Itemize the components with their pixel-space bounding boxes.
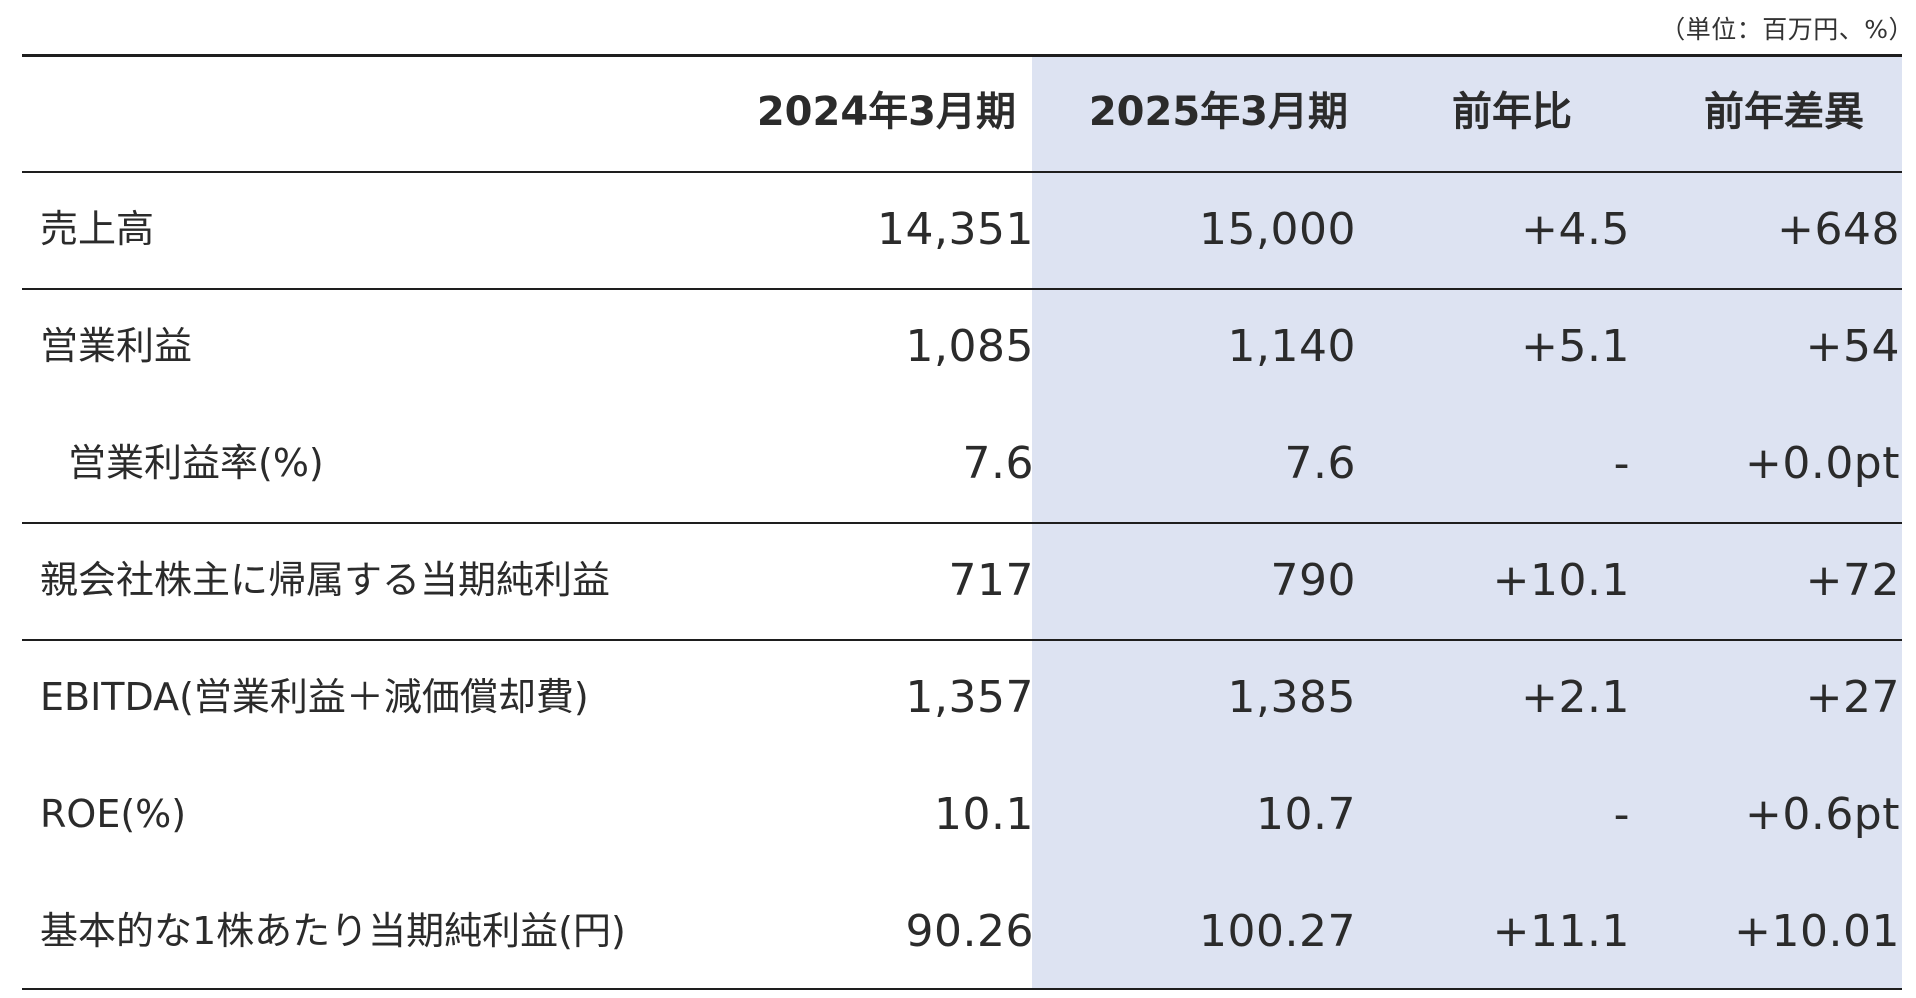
row-label: 親会社株主に帰属する当期純利益 <box>40 558 611 602</box>
value-fy2025: 1,385 <box>1227 672 1356 723</box>
value-diff: +0.0pt <box>1744 438 1900 489</box>
fy2025-column-highlight <box>1032 54 1902 988</box>
header-yoy: 前年比 <box>1452 89 1572 135</box>
value-yoy: +10.1 <box>1492 555 1630 606</box>
header-fy2024: 2024年3月期 <box>756 89 1016 135</box>
unit-note: （単位：百万円、%） <box>1660 15 1914 44</box>
row-rule <box>22 288 1902 290</box>
table-row-net-income: 親会社株主に帰属する当期純利益 717 790 +10.1 +72 <box>22 522 1902 639</box>
table-row-operating-margin: 営業利益率(%) 7.6 7.6 - +0.0pt <box>22 405 1902 522</box>
value-yoy: - <box>1613 789 1630 840</box>
value-diff: +54 <box>1805 321 1900 372</box>
table-row-ebitda: EBITDA(営業利益＋減価償却費) 1,357 1,385 +2.1 +27 <box>22 639 1902 756</box>
value-fy2024: 90.26 <box>905 906 1034 957</box>
value-yoy: - <box>1613 438 1630 489</box>
value-yoy: +2.1 <box>1521 672 1630 723</box>
value-diff: +10.01 <box>1734 906 1900 957</box>
value-fy2024: 717 <box>948 555 1034 606</box>
value-fy2024: 14,351 <box>877 204 1034 255</box>
value-diff: +0.6pt <box>1744 789 1900 840</box>
value-fy2025: 1,140 <box>1227 321 1356 372</box>
value-yoy: +11.1 <box>1492 906 1630 957</box>
row-label: 売上高 <box>40 207 155 251</box>
table-top-rule <box>22 54 1902 57</box>
value-yoy: +4.5 <box>1521 204 1630 255</box>
value-yoy: +5.1 <box>1521 321 1630 372</box>
row-label: EBITDA(営業利益＋減価償却費) <box>40 675 589 719</box>
value-fy2025: 10.7 <box>1256 789 1356 840</box>
value-diff: +27 <box>1805 672 1900 723</box>
value-fy2025: 15,000 <box>1199 204 1356 255</box>
value-diff: +72 <box>1805 555 1900 606</box>
value-fy2025: 100.27 <box>1199 906 1356 957</box>
value-fy2024: 10.1 <box>934 789 1034 840</box>
value-fy2025: 7.6 <box>1284 438 1356 489</box>
row-label: 基本的な1株あたり当期純利益(円) <box>40 909 626 953</box>
row-label: 営業利益 <box>40 324 193 368</box>
row-rule <box>22 639 1902 641</box>
row-rule <box>22 522 1902 524</box>
value-fy2024: 7.6 <box>962 438 1034 489</box>
value-diff: +648 <box>1777 204 1900 255</box>
row-label: 営業利益率(%) <box>68 441 324 485</box>
header-diff: 前年差異 <box>1704 89 1864 135</box>
row-label: ROE(%) <box>40 792 187 836</box>
table-row-revenue: 売上高 14,351 15,000 +4.5 +648 <box>22 171 1902 288</box>
table-row-eps: 基本的な1株あたり当期純利益(円) 90.26 100.27 +11.1 +10… <box>22 873 1902 990</box>
header-fy2025: 2025年3月期 <box>1088 89 1348 135</box>
table-row-operating-income: 営業利益 1,085 1,140 +5.1 +54 <box>22 288 1902 405</box>
header-rule <box>22 171 1902 173</box>
table-row-roe: ROE(%) 10.1 10.7 - +0.6pt <box>22 756 1902 873</box>
table-header-row: 2024年3月期 2025年3月期 前年比 前年差異 <box>22 54 1902 171</box>
table-bottom-rule <box>22 988 1902 990</box>
value-fy2024: 1,357 <box>905 672 1034 723</box>
value-fy2025: 790 <box>1270 555 1356 606</box>
value-fy2024: 1,085 <box>905 321 1034 372</box>
